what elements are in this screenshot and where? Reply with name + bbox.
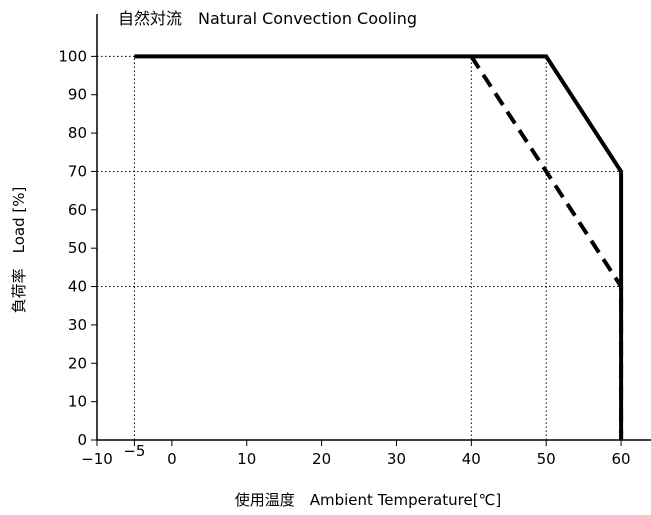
x-tick-label: 20: [312, 450, 331, 468]
x-axis-ticks: −10 −5 0 10 20 30 40 50 60: [81, 440, 631, 468]
x-tick-label: 30: [387, 450, 406, 468]
y-tick-label: 60: [68, 201, 87, 219]
series-solid-line: [134, 54, 624, 440]
y-tick-label: 40: [68, 278, 87, 296]
y-tick-label: 50: [68, 239, 87, 257]
x-tick-label: 10: [237, 450, 256, 468]
x-axis-label: 使用温度 Ambient Temperature[℃]: [235, 491, 502, 509]
y-axis-ticks: 0 10 20 30 40 50 60 70 80 90 100: [58, 47, 97, 449]
y-axis-label: 負荷率 Load [%]: [10, 187, 28, 314]
y-tick-label: 80: [68, 124, 87, 142]
x-tick-label: 0: [167, 450, 177, 468]
y-tick-label: 0: [77, 431, 87, 449]
x-tick-label: 40: [462, 450, 481, 468]
x-tick-label: −5: [123, 442, 145, 460]
y-tick-label: 10: [68, 393, 87, 411]
axes: [96, 14, 651, 441]
x-tick-label: −10: [81, 450, 113, 468]
y-tick-label: 70: [68, 162, 87, 180]
y-tick-label: 20: [68, 354, 87, 372]
series-lines: [134, 54, 624, 440]
chart-title: 自然対流 Natural Convection Cooling: [118, 9, 417, 28]
y-tick-label: 90: [68, 86, 87, 104]
x-tick-label: 60: [612, 450, 631, 468]
series-dashed-line: [469, 55, 624, 440]
reference-lines: [97, 55, 622, 440]
y-tick-label: 30: [68, 316, 87, 334]
y-tick-label: 100: [58, 47, 87, 65]
x-tick-label: 50: [537, 450, 556, 468]
